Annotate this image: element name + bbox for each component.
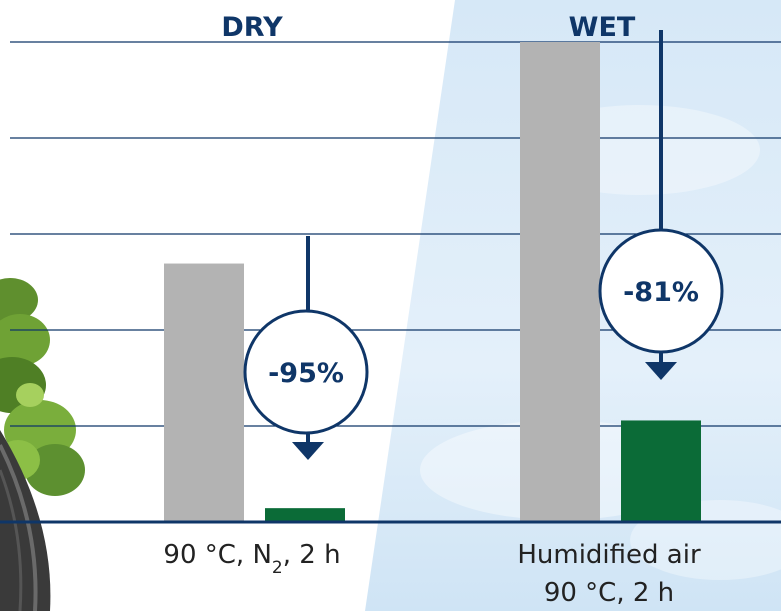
bar-wet-after <box>621 420 701 522</box>
panel-title-wet: WET <box>569 12 636 43</box>
change-badge-dry <box>243 309 369 435</box>
change-badge-wet <box>598 228 724 354</box>
bar-wet-before <box>520 42 600 522</box>
category-label-wet-line2: 90 °C, 2 h <box>544 578 674 608</box>
category-label-dry-subscript: 2 <box>272 558 283 578</box>
bar-dry-after <box>265 508 345 522</box>
change-label-dry: -95% <box>268 358 344 389</box>
panel-title-dry: DRY <box>221 12 283 43</box>
bars <box>164 42 701 522</box>
category-label-dry: 90 °C, N2, 2 h <box>163 540 340 578</box>
category-label-wet-line1: Humidified air <box>517 540 701 570</box>
category-label-dry-part1: 90 °C, N <box>163 540 271 570</box>
category-label-dry-part2: , 2 h <box>283 540 341 570</box>
arrow-head-wet <box>645 362 677 380</box>
bar-dry-before <box>164 263 244 522</box>
change-badges <box>243 228 724 435</box>
foliage-decoration <box>0 278 85 496</box>
arrow-head-dry <box>292 442 324 460</box>
change-label-wet: -81% <box>623 277 699 308</box>
